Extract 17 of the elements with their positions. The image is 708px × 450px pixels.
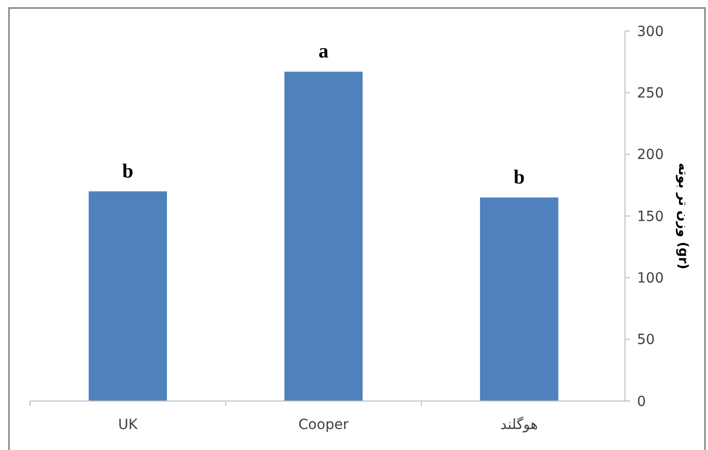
y-tick-label: 200 [637, 147, 664, 164]
y-tick-label: 150 [637, 208, 664, 225]
x-tick-label: Cooper [298, 417, 349, 433]
y-tick-label: 50 [637, 332, 655, 348]
bar [88, 191, 167, 401]
x-tick-label: UK [118, 417, 138, 433]
annotation: b [122, 160, 134, 182]
annotation: a [318, 40, 328, 63]
y-tick-label: 250 [637, 86, 664, 102]
bar [284, 72, 363, 401]
bar [480, 198, 558, 401]
x-tick-label: هوگلند [500, 416, 538, 433]
y-tick-label: 100 [637, 270, 664, 287]
annotation: b [514, 166, 525, 188]
y-axis-title: وزن تر بوته (gr) [675, 162, 690, 270]
y-tick-label: 300 [637, 24, 664, 40]
y-tick-label: 0 [637, 394, 646, 410]
